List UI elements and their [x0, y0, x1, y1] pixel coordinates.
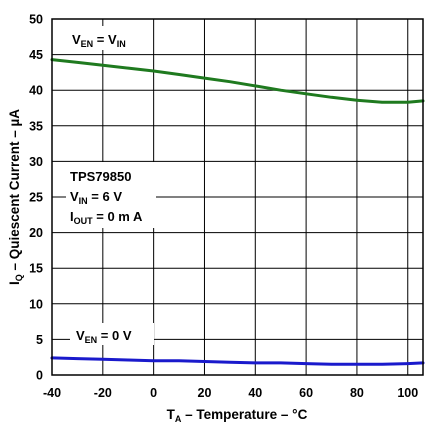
annotation-device: TPS79850: [70, 169, 131, 184]
y-tick-label: 20: [29, 226, 43, 240]
y-tick-label: 30: [29, 155, 43, 169]
y-tick-label: 15: [29, 262, 43, 276]
ven-vin-label-bg: [66, 26, 152, 50]
annotation-ven-eq-0v: VEN = 0 V: [76, 328, 132, 345]
annotation-iout: IOUT = 0 m A: [70, 209, 143, 226]
annotation-ven-eq-vin: VEN = VIN: [72, 32, 126, 49]
x-tick-label: -20: [94, 386, 112, 400]
series-line-ven-vin: [50, 58, 425, 104]
y-tick-label: 25: [29, 191, 43, 205]
x-tick-label: -40: [43, 386, 61, 400]
x-tick-label: 100: [397, 386, 418, 400]
annotation-vin: VIN = 6 V: [70, 189, 122, 206]
x-tick-label: 80: [350, 386, 364, 400]
x-tick-label: 20: [198, 386, 212, 400]
y-tick-label: 45: [29, 48, 43, 62]
ven-0-label-bg: [70, 323, 154, 345]
y-tick-label: 50: [29, 13, 43, 27]
x-tick-label: 40: [248, 386, 262, 400]
series-line-ven-0v: [50, 356, 425, 366]
y-tick-label: 40: [29, 84, 43, 98]
tick-labels: -40 -20 0 20 40 60 80 100 0 5 10 15 20 25 30 35 40 45 50: [29, 13, 418, 401]
plot-frame: [51, 18, 424, 376]
device-label-bg: [66, 162, 156, 228]
grid-lines: [51, 18, 423, 376]
x-tick-label: 60: [299, 386, 313, 400]
y-tick-label: 5: [36, 333, 43, 347]
x-tick-label: 0: [150, 386, 157, 400]
y-tick-label: 10: [29, 297, 43, 311]
series-lines: [50, 58, 425, 366]
y-tick-label: 35: [29, 119, 43, 133]
y-tick-label: 0: [36, 369, 43, 383]
y-axis-title: IQ – Quiescent Current – µA: [7, 109, 24, 285]
x-axis-title: TA – Temperature – °C: [167, 407, 308, 424]
